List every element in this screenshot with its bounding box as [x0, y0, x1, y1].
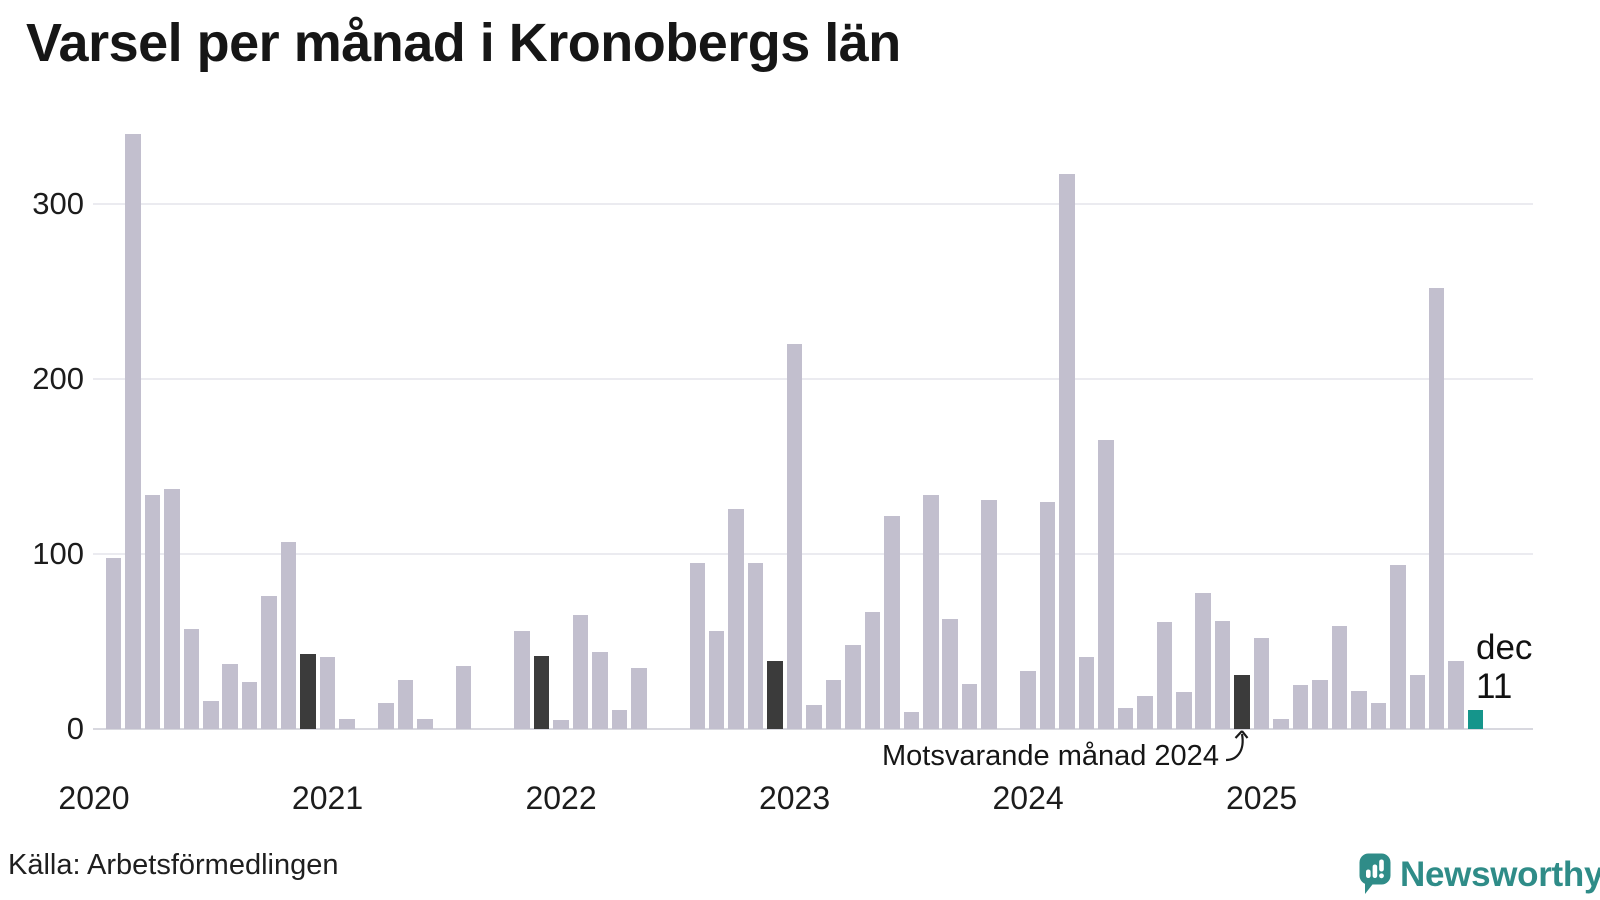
bar-okt-2024: [1195, 592, 1211, 729]
bar-nov-2021: [514, 631, 530, 729]
bar-maj-2022: [631, 667, 647, 729]
bar-feb-2020: [105, 557, 122, 729]
bar-aug-2021: [455, 666, 472, 729]
gridline-200: [93, 378, 1533, 380]
bar-nov-2022: [747, 562, 764, 729]
bar-dec-2020: [300, 653, 316, 729]
annotation-arrow-icon: [1225, 730, 1249, 762]
bar-jul-2024: [1137, 695, 1153, 729]
bar-nov-2024: [1214, 620, 1231, 729]
bar-jan-2022: [553, 720, 569, 729]
bar-jun-2024: [1117, 708, 1134, 729]
bar-feb-2023: [806, 704, 822, 729]
bar-nov-2025: [1448, 660, 1464, 729]
bar-mar-2025: [1292, 685, 1309, 729]
bar-maj-2021: [397, 680, 414, 729]
bar-maj-2023: [864, 611, 881, 729]
newsworthy-logo-icon: [1359, 853, 1391, 894]
bar-sep-2020: [241, 681, 258, 729]
x-tick-label-2020: 2020: [58, 780, 130, 816]
y-tick-label-100: 100: [32, 536, 84, 571]
newsworthy-logo[interactable]: Newsworthy: [1358, 852, 1600, 896]
bar-maj-2024: [1098, 440, 1114, 729]
gridline-100: [93, 553, 1533, 555]
bar-maj-2025: [1331, 625, 1348, 729]
bar-feb-2022: [572, 615, 589, 729]
bar-okt-2022: [728, 508, 744, 729]
latest-bar-label: dec 11: [1476, 628, 1532, 706]
bar-aug-2023: [923, 494, 939, 729]
gridline-300: [93, 203, 1533, 205]
bar-feb-2025: [1273, 718, 1289, 729]
bar-jan-2025: [1253, 638, 1270, 729]
bar-jan-2021: [319, 657, 336, 729]
bar-maj-2020: [164, 489, 180, 729]
bar-jun-2020: [183, 629, 200, 729]
bar-sep-2024: [1176, 692, 1192, 729]
bar-okt-2023: [961, 683, 978, 729]
bar-jul-2023: [903, 711, 920, 729]
latest-bar-label-month: dec: [1476, 628, 1533, 667]
bar-dec-2024: [1234, 674, 1250, 729]
bar-nov-2020: [280, 541, 297, 729]
bar-feb-2021: [339, 718, 355, 729]
bar-nov-2023: [981, 499, 997, 729]
source-attribution: Källa: Arbetsförmedlingen: [8, 849, 339, 881]
bar-apr-2022: [611, 709, 628, 729]
x-tick-label-2025: 2025: [1226, 780, 1298, 816]
latest-bar-label-value: 11: [1476, 667, 1513, 706]
bar-dec-2025: [1467, 709, 1484, 729]
gridline-0: [93, 728, 1533, 730]
newsworthy-logo-text: Newsworthy: [1400, 855, 1600, 894]
bar-apr-2024: [1078, 657, 1095, 729]
y-tick-label-0: 0: [66, 711, 84, 746]
bar-jun-2021: [417, 718, 433, 729]
bar-apr-2020: [144, 494, 161, 729]
x-tick-label-2023: 2023: [758, 780, 831, 816]
bar-sep-2023: [942, 618, 958, 729]
bar-jul-2025: [1370, 702, 1387, 729]
bar-aug-2025: [1390, 564, 1406, 729]
y-tick-label-200: 200: [32, 361, 84, 396]
bar-okt-2025: [1428, 288, 1445, 729]
bar-jul-2020: [203, 701, 219, 729]
bar-apr-2021: [378, 702, 394, 729]
bar-jan-2024: [1020, 671, 1036, 729]
comparison-annotation: Motsvarande månad 2024: [882, 740, 1219, 772]
bar-mar-2020: [125, 134, 141, 729]
bar-aug-2022: [689, 562, 705, 729]
bar-mar-2024: [1059, 174, 1075, 729]
bar-feb-2024: [1039, 501, 1056, 729]
bar-jun-2023: [884, 515, 900, 729]
y-tick-label-300: 300: [32, 186, 84, 221]
x-tick-label-2022: 2022: [525, 780, 597, 816]
bar-dec-2021: [533, 655, 550, 729]
x-tick-label-2024: 2024: [992, 780, 1064, 816]
x-tick-label-2021: 2021: [291, 780, 364, 816]
bar-sep-2025: [1409, 674, 1426, 729]
bar-mar-2023: [825, 680, 842, 729]
bar-mar-2022: [592, 652, 608, 729]
bar-sep-2022: [708, 631, 725, 729]
bar-apr-2023: [845, 645, 861, 729]
bar-dec-2022: [767, 660, 783, 729]
bar-apr-2025: [1312, 680, 1328, 729]
bar-aug-2020: [222, 664, 238, 729]
bar-aug-2024: [1156, 622, 1173, 729]
bar-jun-2025: [1351, 690, 1367, 729]
page-title: Varsel per månad i Kronobergs län: [26, 13, 901, 73]
bar-jan-2023: [786, 344, 803, 729]
bar-okt-2020: [261, 596, 277, 729]
